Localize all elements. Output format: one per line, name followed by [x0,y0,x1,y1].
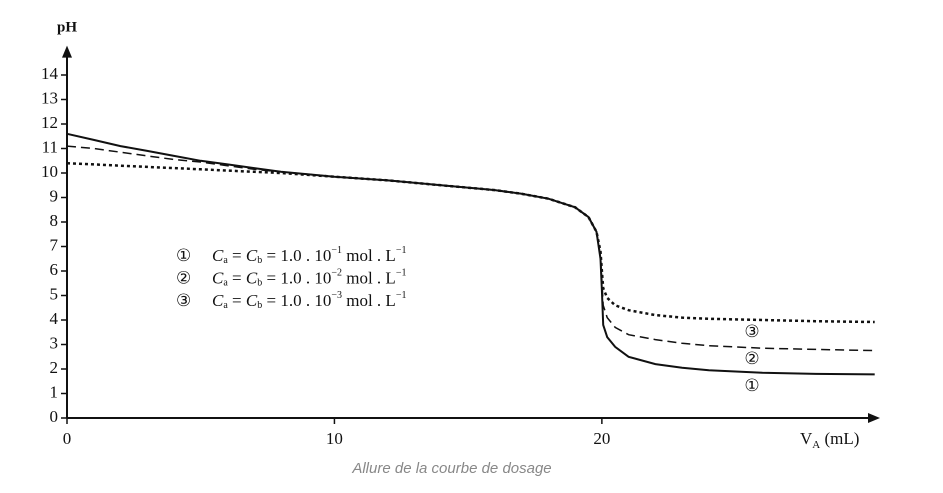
x-tick-label: 10 [326,429,343,448]
legend-sub: a [223,255,228,266]
y-tick-label: 3 [50,333,59,352]
x-axis-label: VA (mL) [800,429,859,451]
legend-c: C [212,268,224,287]
legend-exp: −1 [331,245,342,256]
y-tick-label: 9 [50,186,59,205]
y-tick-label: 8 [50,211,59,230]
y-axis-label: pH [57,19,77,35]
x-label-sub: A [812,439,820,451]
x-label-unit: (mL) [820,429,859,448]
y-tick-label: 10 [41,162,58,181]
legend-unit: mol . L [342,246,396,265]
legend-eq: = 1.0 . 10 [262,268,331,287]
legend-sub: a [223,278,228,289]
legend-unit: mol . L [342,291,396,310]
y-tick-label: 0 [50,407,59,426]
legend-c: C [212,246,224,265]
line-series [66,145,875,352]
y-tick-label: 5 [50,284,59,303]
legend-eq: = [228,246,246,265]
legend-c: C [246,246,258,265]
x-tick-label: 20 [593,429,610,448]
curve-label: ② [744,349,759,368]
y-tick-label: 1 [50,382,59,401]
legend-text: Ca = Cb = 1.0 . 10−3 mol . L−1 [212,290,406,311]
y-tick-label: 2 [50,358,59,377]
legend-c: C [246,268,258,287]
legend-text: Ca = Cb = 1.0 . 10−1 mol . L−1 [212,245,406,266]
legend-marker: ③ [176,291,191,310]
legend-eq: = [228,268,246,287]
y-tick-label: 7 [50,235,59,254]
caption: Allure de la courbe de dosage [351,460,551,477]
legend-exp: −1 [396,245,407,256]
line-series [66,161,875,324]
x-axis-arrow [868,413,880,423]
y-tick-label: 14 [41,64,59,83]
y-tick-label: 12 [41,113,58,132]
legend-marker: ② [176,268,191,287]
legend-text: Ca = Cb = 1.0 . 10−2 mol . L−1 [212,268,406,289]
y-tick-label: 6 [50,260,59,279]
legend-eq: = [228,291,246,310]
legend-c: C [246,291,258,310]
legend-sub: a [223,300,228,311]
legend-exp: −2 [331,268,342,279]
curve-label: ③ [744,322,759,341]
legend-c: C [212,291,224,310]
legend-exp: −1 [396,290,407,301]
legend-sub: b [257,255,262,266]
y-axis-arrow [62,45,72,58]
x-tick-label: 0 [63,429,72,448]
legend-sub: b [257,278,262,289]
legend-eq: = 1.0 . 10 [262,291,331,310]
legend-unit: mol . L [342,268,396,287]
legend-exp: −1 [396,268,407,279]
curve-label: ① [744,376,759,395]
y-tick-label: 4 [50,309,59,328]
x-label-main: V [800,429,813,448]
legend-exp: −3 [331,290,342,301]
y-tick-label: 13 [41,88,58,107]
y-tick-label: 11 [42,137,58,156]
legend-eq: = 1.0 . 10 [262,246,331,265]
legend-sub: b [257,300,262,311]
legend-marker: ① [176,246,191,265]
